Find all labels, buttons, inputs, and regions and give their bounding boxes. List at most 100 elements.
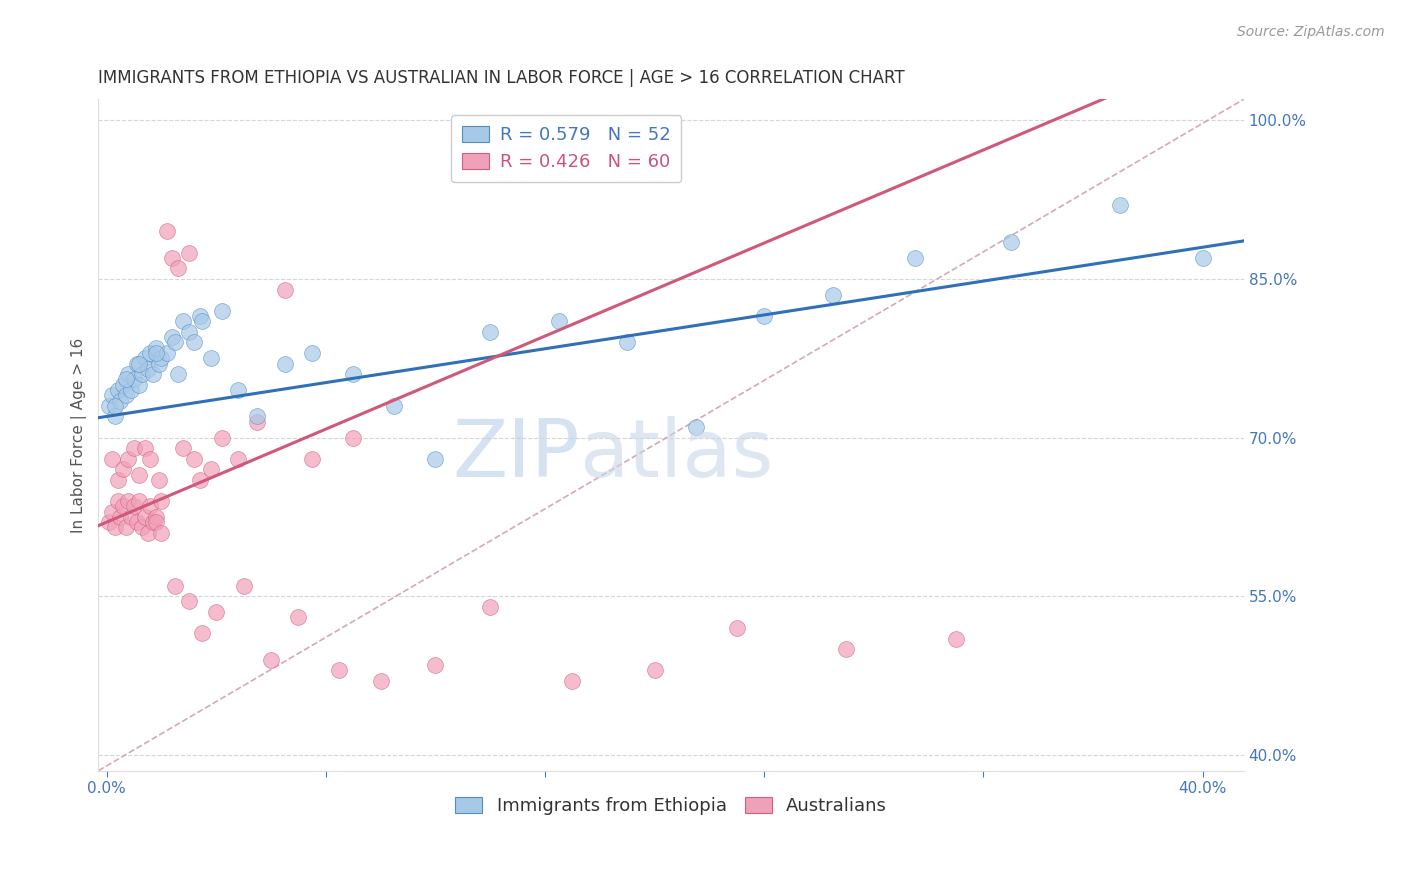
Point — [342, 431, 364, 445]
Point — [110, 509, 132, 524]
Point — [128, 467, 150, 482]
Point — [246, 415, 269, 429]
Point — [128, 357, 150, 371]
Point — [370, 673, 392, 688]
Point — [172, 314, 194, 328]
Point — [145, 341, 167, 355]
Point — [188, 309, 211, 323]
Point — [150, 351, 173, 366]
Point — [177, 245, 200, 260]
Point — [644, 663, 666, 677]
Point — [165, 579, 187, 593]
Point — [122, 500, 145, 514]
Text: atlas: atlas — [579, 416, 773, 494]
Point — [226, 451, 249, 466]
Point — [232, 579, 254, 593]
Point — [122, 441, 145, 455]
Point — [328, 663, 350, 677]
Point — [425, 451, 447, 466]
Point — [134, 351, 156, 366]
Point — [148, 357, 170, 371]
Point — [128, 377, 150, 392]
Point — [246, 409, 269, 424]
Point — [273, 283, 295, 297]
Point — [114, 520, 136, 534]
Point — [110, 393, 132, 408]
Point — [165, 335, 187, 350]
Point — [616, 335, 638, 350]
Point — [150, 494, 173, 508]
Point — [200, 462, 222, 476]
Point — [150, 525, 173, 540]
Point — [188, 473, 211, 487]
Point — [1000, 235, 1022, 249]
Point — [177, 325, 200, 339]
Point — [136, 525, 159, 540]
Point — [835, 642, 858, 657]
Point — [754, 309, 776, 323]
Point — [172, 441, 194, 455]
Point — [139, 346, 162, 360]
Point — [131, 367, 153, 381]
Point — [166, 261, 188, 276]
Point — [145, 346, 167, 360]
Point — [287, 610, 309, 624]
Point — [205, 605, 228, 619]
Point — [301, 451, 323, 466]
Point — [191, 314, 214, 328]
Point — [142, 367, 165, 381]
Point — [685, 420, 707, 434]
Point — [547, 314, 569, 328]
Point — [162, 251, 184, 265]
Point — [114, 388, 136, 402]
Point — [211, 431, 233, 445]
Point — [120, 383, 142, 397]
Point — [342, 367, 364, 381]
Point — [117, 451, 139, 466]
Point — [945, 632, 967, 646]
Point — [725, 621, 748, 635]
Point — [145, 515, 167, 529]
Point — [128, 494, 150, 508]
Point — [139, 451, 162, 466]
Point — [125, 515, 148, 529]
Point — [107, 494, 129, 508]
Point — [156, 224, 179, 238]
Point — [98, 399, 121, 413]
Point — [211, 303, 233, 318]
Point — [114, 372, 136, 386]
Point — [134, 441, 156, 455]
Y-axis label: In Labor Force | Age > 16: In Labor Force | Age > 16 — [72, 337, 87, 533]
Point — [183, 451, 205, 466]
Point — [200, 351, 222, 366]
Point — [125, 357, 148, 371]
Point — [122, 372, 145, 386]
Point — [177, 594, 200, 608]
Point — [98, 515, 121, 529]
Point — [117, 367, 139, 381]
Point — [904, 251, 927, 265]
Point — [226, 383, 249, 397]
Text: ZIP: ZIP — [453, 416, 579, 494]
Point — [382, 399, 405, 413]
Point — [111, 462, 134, 476]
Point — [120, 509, 142, 524]
Point — [301, 346, 323, 360]
Point — [104, 520, 127, 534]
Point — [111, 500, 134, 514]
Point — [561, 673, 583, 688]
Point — [1191, 251, 1213, 265]
Point — [131, 520, 153, 534]
Point — [139, 500, 162, 514]
Point — [145, 509, 167, 524]
Point — [425, 657, 447, 672]
Text: IMMIGRANTS FROM ETHIOPIA VS AUSTRALIAN IN LABOR FORCE | AGE > 16 CORRELATION CHA: IMMIGRANTS FROM ETHIOPIA VS AUSTRALIAN I… — [98, 69, 905, 87]
Point — [821, 288, 844, 302]
Point — [260, 653, 283, 667]
Point — [1109, 198, 1132, 212]
Point — [273, 357, 295, 371]
Point — [183, 335, 205, 350]
Point — [136, 362, 159, 376]
Point — [162, 330, 184, 344]
Point — [191, 626, 214, 640]
